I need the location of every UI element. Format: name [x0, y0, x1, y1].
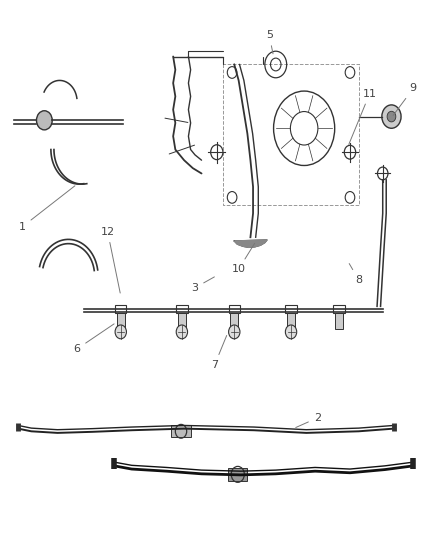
Text: 2: 2	[296, 413, 321, 427]
Text: 7: 7	[211, 335, 227, 370]
Text: 1: 1	[19, 186, 75, 232]
Bar	[228, 468, 247, 481]
Bar	[178, 313, 186, 329]
Circle shape	[382, 105, 401, 128]
Bar	[117, 313, 125, 329]
Text: 11: 11	[349, 88, 377, 144]
Circle shape	[36, 111, 52, 130]
Circle shape	[115, 325, 127, 339]
Text: 8: 8	[349, 264, 362, 285]
Circle shape	[286, 325, 297, 339]
Text: 5: 5	[266, 30, 273, 54]
Bar	[171, 425, 191, 437]
Bar	[176, 305, 187, 313]
Circle shape	[229, 325, 240, 339]
Bar	[115, 305, 127, 313]
Bar	[286, 305, 297, 313]
Bar	[333, 305, 345, 313]
Text: 3: 3	[191, 277, 214, 293]
Text: 10: 10	[232, 244, 254, 274]
Circle shape	[176, 325, 187, 339]
Bar	[229, 305, 240, 313]
Bar	[335, 313, 343, 329]
Bar	[230, 313, 238, 329]
Text: 12: 12	[101, 227, 120, 293]
Text: 9: 9	[393, 83, 417, 116]
Bar	[287, 313, 295, 329]
Text: 6: 6	[74, 324, 114, 354]
Circle shape	[387, 111, 396, 122]
Polygon shape	[234, 240, 267, 247]
